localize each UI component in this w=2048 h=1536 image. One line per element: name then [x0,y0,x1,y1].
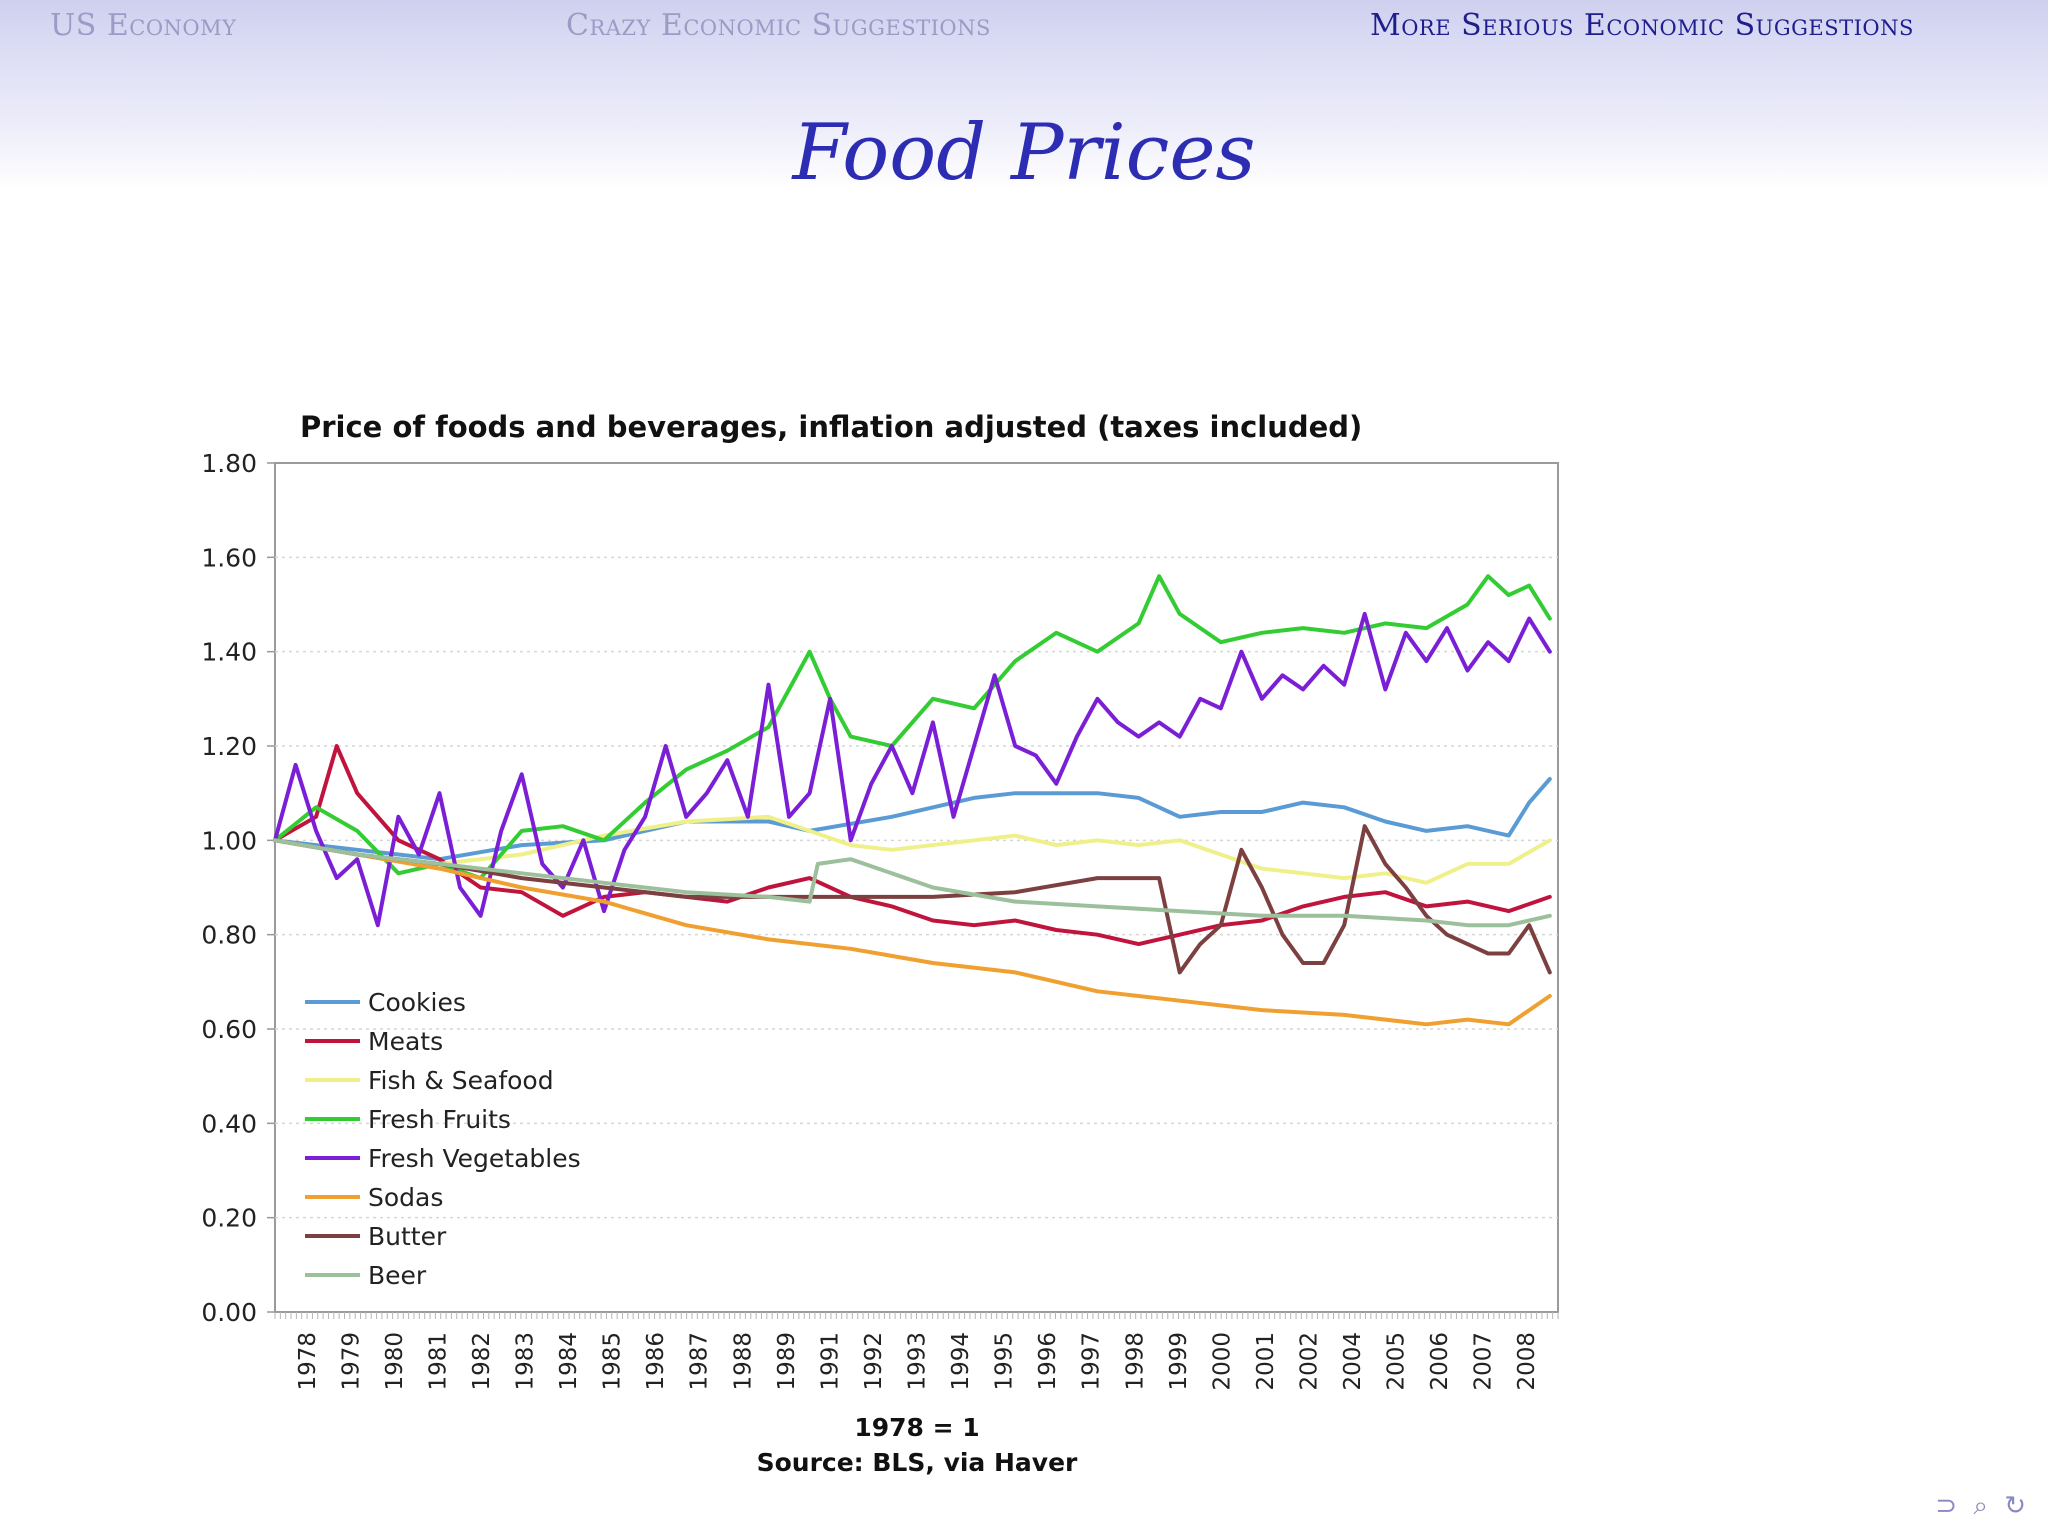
beamer-header: US Economy Crazy Economic Suggestions Mo… [0,0,2048,190]
series-line-butter [273,824,1552,975]
legend: Cookies Meats Fish & Seafood Fresh Fruits Fr… [305,988,581,1290]
x-tick-label: 1993 [905,1332,931,1391]
y-tick-label: 0.60 [201,1015,257,1044]
legend-label: Beer [368,1261,427,1290]
x-tick-label: 1996 [1035,1332,1061,1391]
y-tick-label: 1.00 [201,826,257,855]
x-tick-label: 1982 [469,1332,495,1391]
legend-label: Fresh Fruits [368,1105,511,1134]
legend-label: Meats [368,1027,443,1056]
chart-title: Price of foods and beverages, inflation … [300,410,1362,444]
x-tick-label: 2006 [1427,1332,1453,1391]
legend-label: Sodas [368,1183,443,1212]
x-tick-label: 2002 [1296,1332,1322,1391]
x-tick-label: 1983 [513,1332,539,1391]
x-tick-label: 1991 [817,1332,843,1391]
y-tick-label: 1.60 [201,543,257,572]
x-tick-label: 1984 [556,1332,582,1391]
x-tick-label: 1981 [425,1332,451,1391]
x-axis-ticks: 1978 1979 1980 1981 1982 1983 1984 1985 1986 1987… [274,1312,1559,1391]
x-tick-label: 2000 [1209,1332,1235,1391]
x-tick-label: 2001 [1253,1332,1279,1391]
x-tick-label: 1999 [1166,1332,1192,1391]
x-tick-label: 2008 [1514,1332,1540,1391]
plot-area [274,462,1559,1313]
y-tick-label: 0.20 [201,1204,257,1233]
chart-source-note: Source: BLS, via Haver [757,1448,1078,1477]
y-tick-label: 0.40 [201,1109,257,1138]
nav-section-crazy-economic-suggestions[interactable]: Crazy Economic Suggestions [566,8,991,43]
x-tick-label: 1995 [992,1332,1018,1391]
slide-title: Food Prices [792,108,1256,198]
legend-label: Butter [368,1222,447,1251]
x-tick-label: 1997 [1079,1332,1105,1391]
x-tick-label: 1980 [382,1332,408,1391]
x-axis-label: 1978 = 1 [854,1413,979,1442]
y-axis-ticks: 0.00 0.20 0.40 0.60 0.80 1.00 1.20 1.40 1.60 1.80 [201,449,275,1327]
beamer-navigation-icon[interactable]: ⊃ ⌕ ↻ [1935,1491,2030,1521]
x-tick-label: 1992 [861,1332,887,1391]
x-tick-label: 1987 [687,1332,713,1391]
x-tick-label: 1978 [295,1332,321,1391]
legend-label: Cookies [368,988,466,1017]
y-tick-label: 1.20 [201,732,257,761]
series-line-fresh-vegetables [273,611,1552,928]
series-line-beer [273,838,1552,928]
x-tick-label: 2004 [1340,1332,1366,1391]
x-tick-label: 1986 [643,1332,669,1391]
x-tick-label: 1989 [774,1332,800,1391]
x-tick-label: 1998 [1122,1332,1148,1391]
series-lines [273,574,1552,1027]
y-tick-label: 1.40 [201,638,257,667]
series-line-fish-seafood [273,814,1552,885]
x-tick-label: 1979 [338,1332,364,1391]
x-tick-label: 2005 [1384,1332,1410,1391]
nav-section-us-economy[interactable]: US Economy [50,8,237,43]
y-tick-label: 0.80 [201,921,257,950]
legend-label: Fish & Seafood [368,1066,554,1095]
legend-label: Fresh Vegetables [368,1144,581,1173]
x-tick-label: 1988 [730,1332,756,1391]
x-tick-label: 1985 [600,1332,626,1391]
series-line-fresh-fruits [273,574,1552,881]
x-tick-label: 2007 [1471,1332,1497,1391]
nav-section-more-serious-economic-suggestions[interactable]: More Serious Economic Suggestions [1370,8,1914,43]
series-line-sodas [273,838,1552,1027]
y-tick-label: 0.00 [201,1298,257,1327]
y-tick-label: 1.80 [201,449,257,478]
x-tick-label: 1994 [948,1332,974,1391]
